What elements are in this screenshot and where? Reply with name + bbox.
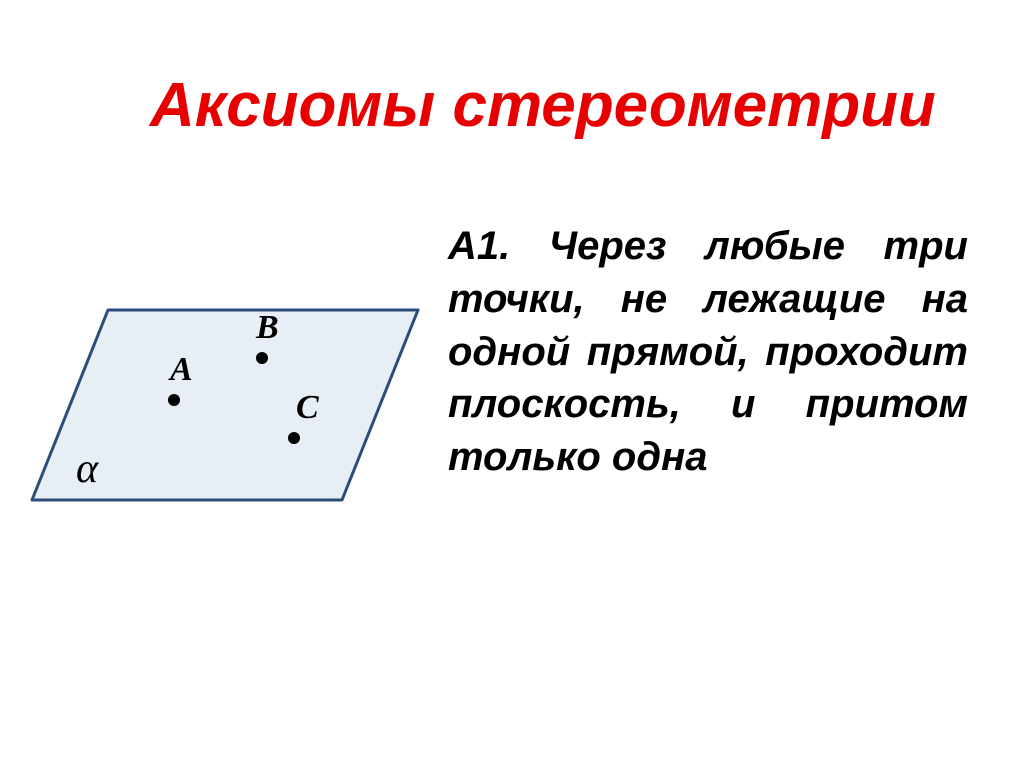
point-c-label: C — [296, 389, 319, 426]
point-a-label: A — [168, 351, 193, 388]
slide: Аксиомы стереометрии А1. Через любые три… — [0, 0, 1024, 768]
plane-diagram: A B C α — [30, 280, 430, 540]
axiom-body: Через любые три точки, не лежащие на одн… — [448, 224, 968, 479]
plane-alpha-label: α — [76, 446, 99, 492]
axiom-text: А1. Через любые три точки, не лежащие на… — [448, 220, 968, 484]
axiom-label: А1. — [448, 224, 510, 268]
point-a-dot — [168, 394, 180, 406]
plane-svg: A B C α — [30, 280, 430, 540]
point-b-label: B — [255, 309, 279, 346]
point-c-dot — [288, 432, 300, 444]
point-b-dot — [256, 352, 268, 364]
slide-title: Аксиомы стереометрии — [150, 72, 936, 140]
